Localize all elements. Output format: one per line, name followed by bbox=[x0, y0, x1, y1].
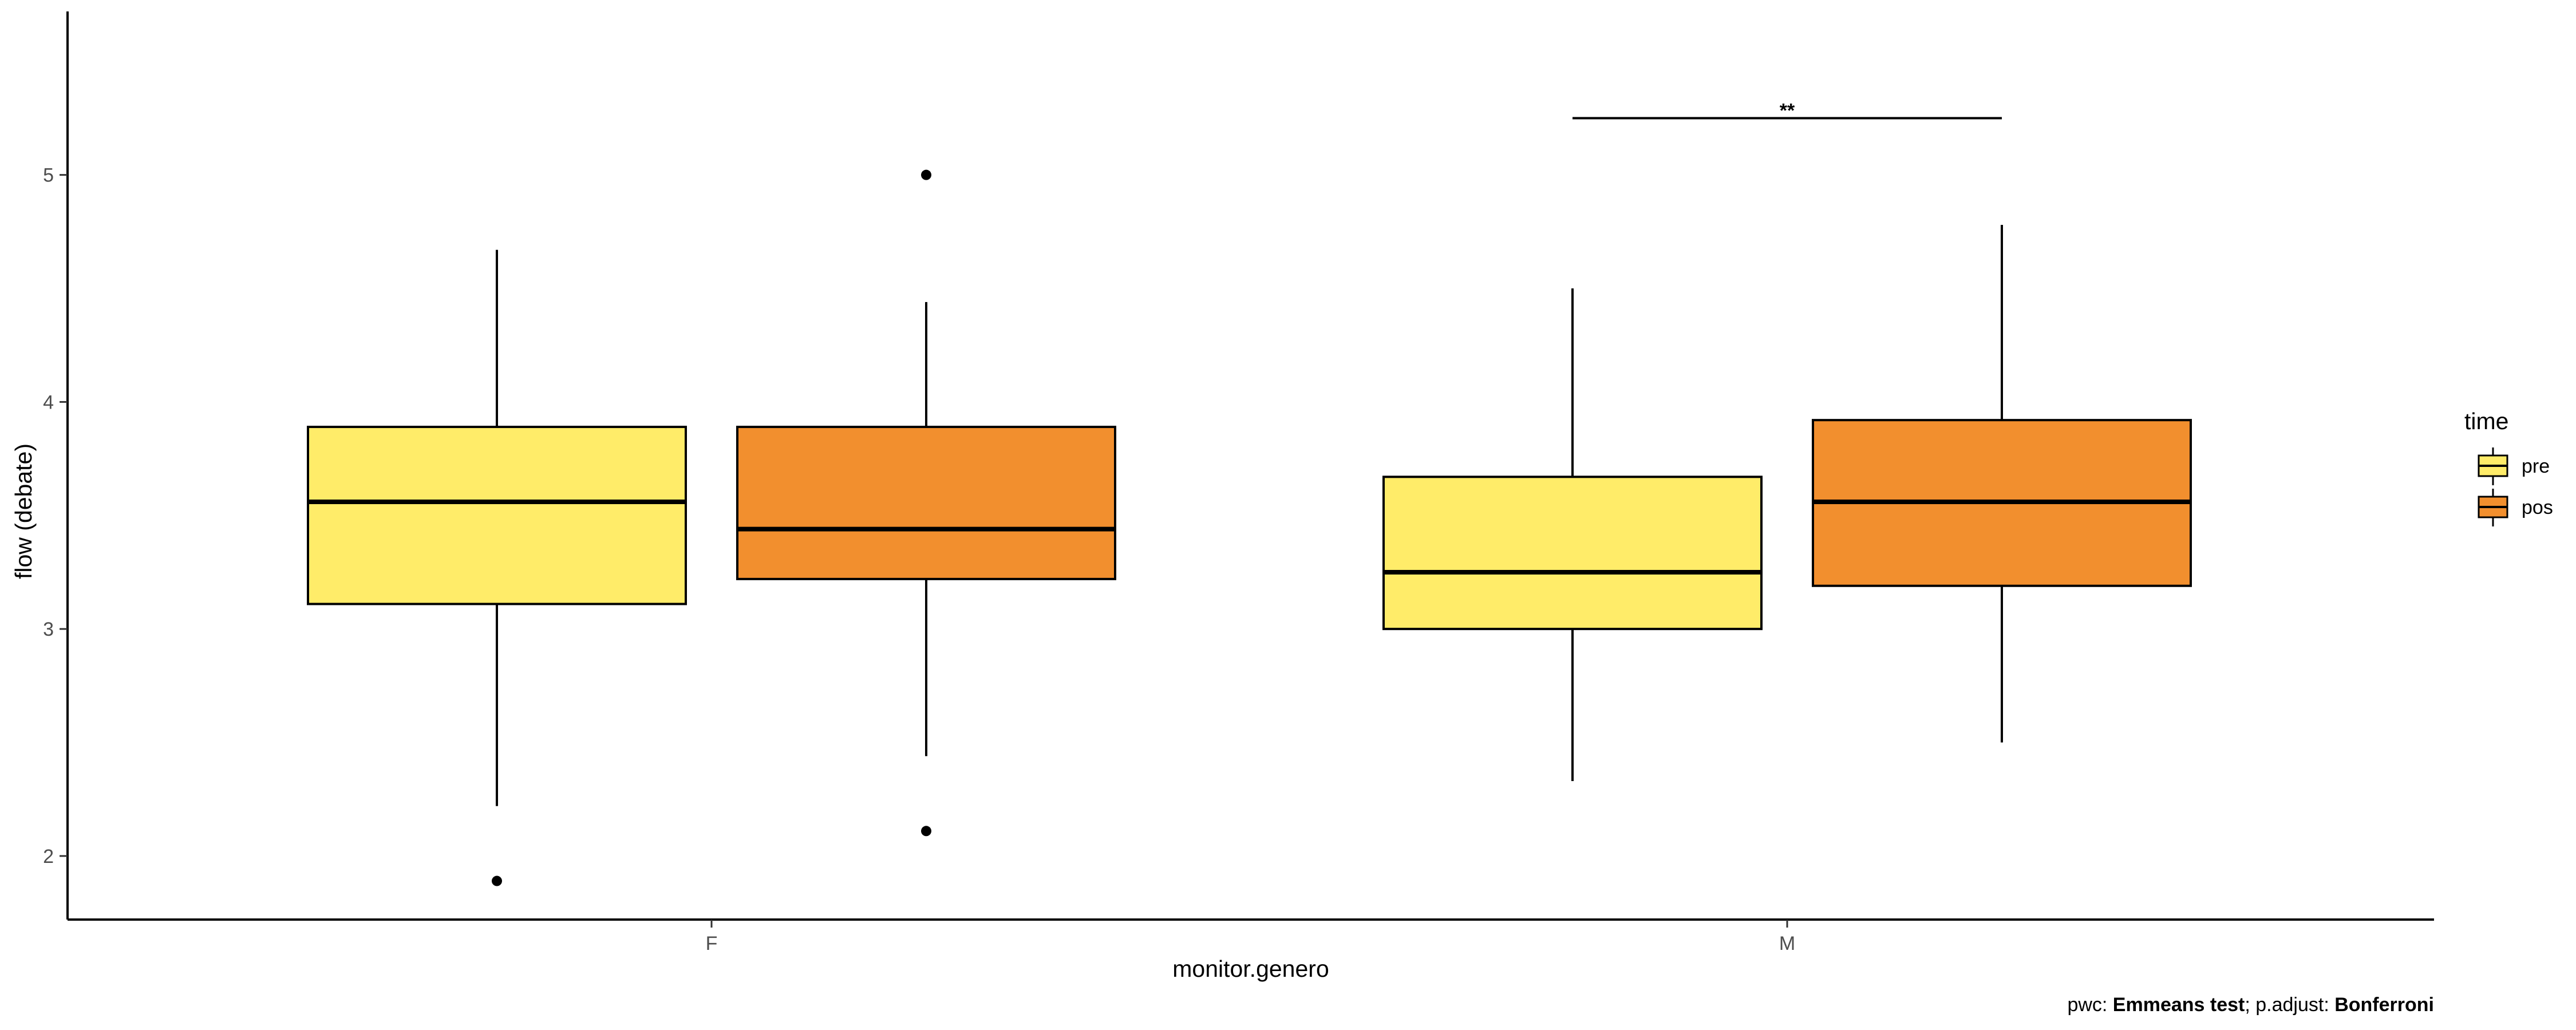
caption: pwc: Emmeans test; p.adjust: Bonferroni bbox=[2067, 994, 2434, 1016]
x-tick-label: F bbox=[706, 933, 718, 954]
box-body bbox=[307, 426, 687, 605]
box-body bbox=[736, 426, 1116, 580]
caption-prefix: pwc: bbox=[2067, 994, 2112, 1016]
significance-label: ** bbox=[1780, 100, 1795, 121]
legend-title: time bbox=[2464, 408, 2508, 434]
outlier-point bbox=[921, 826, 931, 837]
annotations-layer: ** bbox=[1573, 100, 2002, 121]
box-M-pos bbox=[1812, 224, 2192, 743]
x-axis-title: monitor.genero bbox=[1172, 956, 1329, 982]
x-tick-label: M bbox=[1779, 933, 1795, 954]
legend-label: pos bbox=[2522, 497, 2553, 518]
box-body bbox=[1382, 476, 1763, 631]
box-M-pre bbox=[1382, 288, 1763, 781]
y-axis-title: flow (debate) bbox=[10, 443, 37, 579]
legend: time pre pos bbox=[2464, 408, 2553, 526]
caption-adjust: Bonferroni bbox=[2334, 994, 2434, 1016]
y-tick-label: 5 bbox=[43, 165, 54, 187]
boxes-layer bbox=[307, 169, 2192, 886]
y-tick-label: 4 bbox=[43, 391, 54, 413]
outlier-point bbox=[492, 876, 502, 886]
box-F-pre bbox=[307, 249, 687, 886]
legend-entry-pos: pos bbox=[2478, 489, 2553, 526]
box-F-pos bbox=[736, 169, 1116, 837]
caption-method: Emmeans test bbox=[2113, 994, 2245, 1016]
y-tick-label: 2 bbox=[43, 846, 54, 867]
y-axis-ticks: 2 3 4 5 bbox=[43, 165, 68, 867]
caption-middle: ; p.adjust: bbox=[2245, 994, 2334, 1016]
legend-label: pre bbox=[2522, 455, 2550, 477]
y-tick-label: 3 bbox=[43, 619, 54, 640]
legend-entry-pre: pre bbox=[2478, 447, 2550, 485]
outlier-point bbox=[921, 169, 931, 180]
